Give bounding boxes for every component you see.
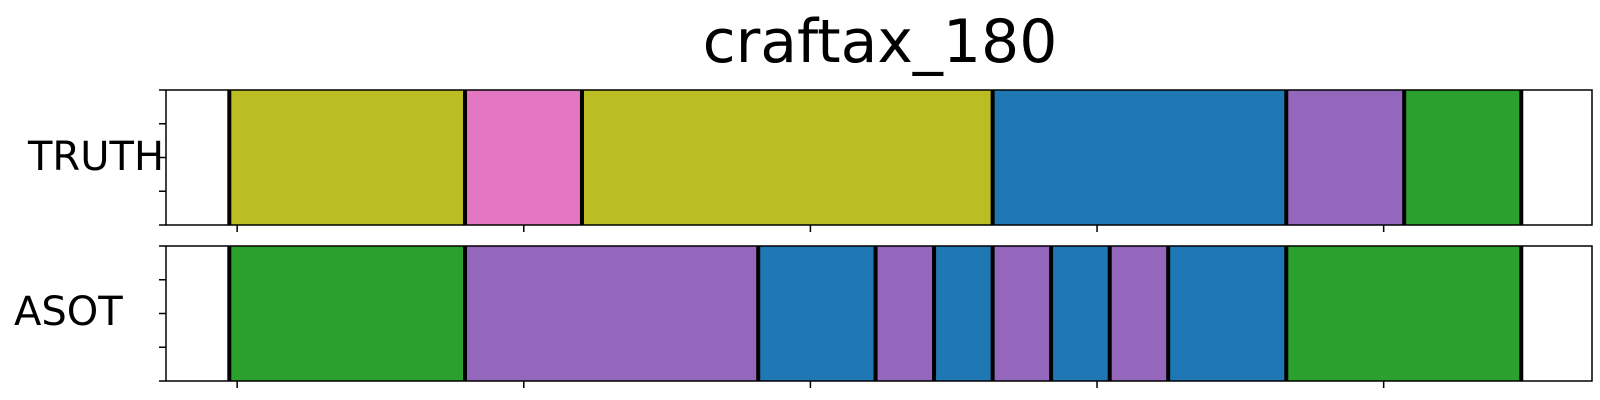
segment-asot-6 bbox=[992, 246, 1052, 381]
segment-truth-7 bbox=[1521, 90, 1592, 225]
segment-asot-5 bbox=[934, 246, 993, 381]
segment-truth-1 bbox=[229, 90, 466, 225]
segment-asot-10 bbox=[1286, 246, 1522, 381]
chart-title: craftax_180 bbox=[703, 7, 1058, 77]
segment-asot-0 bbox=[166, 246, 230, 381]
segment-truth-2 bbox=[465, 90, 582, 225]
segment-asot-7 bbox=[1051, 246, 1110, 381]
segment-truth-4 bbox=[992, 90, 1287, 225]
segment-truth-6 bbox=[1404, 90, 1522, 225]
segment-asot-2 bbox=[465, 246, 759, 381]
segment-truth-0 bbox=[166, 90, 230, 225]
segment-truth-3 bbox=[581, 90, 993, 225]
segment-asot-4 bbox=[875, 246, 935, 381]
segment-asot-9 bbox=[1168, 246, 1287, 381]
rows-layer: TRUTH ASOT bbox=[14, 89, 1593, 388]
timeline-row-asot: ASOT bbox=[14, 245, 1593, 388]
row-label-asot: ASOT bbox=[14, 289, 123, 335]
segment-asot-11 bbox=[1521, 246, 1592, 381]
segment-asot-8 bbox=[1109, 246, 1169, 381]
segment-asot-3 bbox=[758, 246, 876, 381]
segment-asot-1 bbox=[229, 246, 466, 381]
segment-truth-5 bbox=[1286, 90, 1405, 225]
row-label-truth: TRUTH bbox=[27, 134, 164, 180]
timeline-row-truth: TRUTH bbox=[27, 89, 1593, 232]
